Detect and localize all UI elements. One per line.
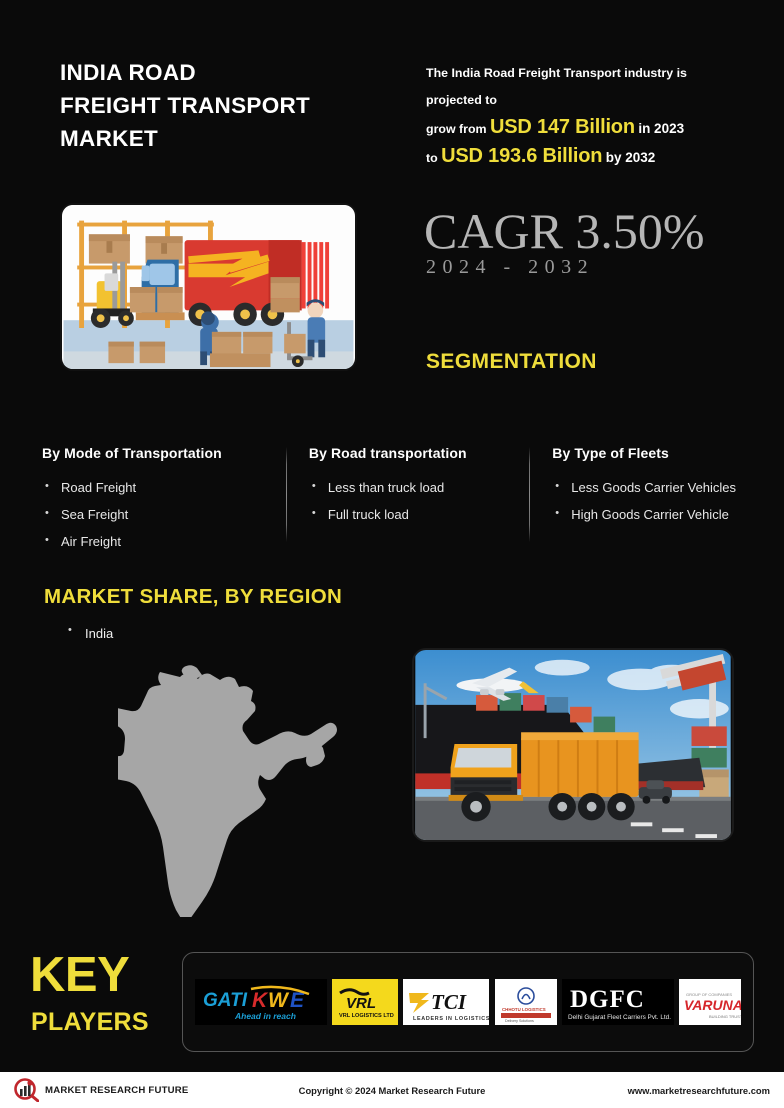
projection-to: to [426,151,438,165]
footer-url[interactable]: www.marketresearchfuture.com [627,1084,770,1096]
projection-lead: The India Road Freight Transport industr… [426,66,687,107]
logo-chhotu-logistics: CHHOTU LOGISTICS Delivery Solutions [494,978,557,1026]
segment-item: Air Freight [42,527,286,555]
logo-vrl-logistics: VRL VRL LOGISTICS LTD [332,978,399,1026]
segment-heading: By Type of Fleets [552,445,669,461]
logo-gati-kwe: GATI K W E Ahead in reach [195,978,327,1026]
svg-text:BUILDING TRUST: BUILDING TRUST [709,1014,741,1019]
segment-heading: By Mode of Transportation [42,445,222,461]
svg-text:VRL LOGISTICS LTD: VRL LOGISTICS LTD [339,1013,394,1019]
svg-text:Delivery Solutions: Delivery Solutions [505,1019,534,1023]
key-players-logo-panel: GATI K W E Ahead in reach VRL VRL LOGIST… [182,952,754,1052]
india-map-icon [118,655,358,917]
segment-item: Sea Freight [42,500,286,528]
svg-text:TCI: TCI [431,990,467,1014]
segment-item: High Goods Carrier Vehicle [552,500,754,528]
segment-item: Road Freight [42,473,286,501]
segment-item: Less Goods Carrier Vehicles [552,473,754,501]
svg-text:LEADERS IN LOGISTICS: LEADERS IN LOGISTICS [413,1016,489,1022]
segment-column-mode-of-transportation: By Mode of Transportation Road Freight S… [42,445,286,555]
svg-text:VARUNA: VARUNA [684,997,741,1013]
port-freight-photo [412,648,734,842]
svg-text:W: W [268,989,290,1012]
projection-in-2023: in 2023 [638,121,685,136]
key-players-line-2: PLAYERS [31,1008,149,1036]
segment-column-type-of-fleets: By Type of Fleets Less Goods Carrier Veh… [552,445,754,555]
footer-copyright: Copyright © 2024 Market Research Future [298,1084,486,1096]
page-title: INDIA ROAD FREIGHT TRANSPORT MARKET [60,56,400,155]
column-divider [529,447,531,542]
projection-by-2032: by 2032 [605,150,656,165]
footer-bar: MARKET RESEARCH FUTURE Copyright © 2024 … [0,1072,784,1108]
warehouse-loading-illustration [60,203,357,371]
svg-text:GROUP OF COMPANIES: GROUP OF COMPANIES [686,992,732,997]
title-line-1: INDIA ROAD [60,60,196,85]
footer-brand: MARKET RESEARCH FUTURE [13,1078,189,1102]
logo-tci: TCI LEADERS IN LOGISTICS [403,978,490,1026]
key-players-line-1: KEY [30,948,130,1002]
title-line-3: MARKET [60,126,159,151]
svg-text:GATI: GATI [203,990,248,1011]
market-share-heading: MARKET SHARE, BY REGION [44,585,343,608]
segment-item: Full truck load [309,500,529,528]
title-line-2: FREIGHT TRANSPORT [60,93,311,118]
logo-varuna: GROUP OF COMPANIES VARUNA BUILDING TRUST [678,978,741,1026]
segment-item: Less than truck load [309,473,529,501]
cagr-value: CAGR 3.50% [424,203,705,259]
market-share-region-item: India [66,624,113,641]
logo-dgfc: DGFC Delhi Gujarat Fleet Carriers Pvt. L… [561,978,674,1026]
svg-text:CHHOTU LOGISTICS: CHHOTU LOGISTICS [502,1007,546,1012]
projection-value-2023: USD 147 Billion [490,116,635,138]
projection-grow-from: grow from [426,122,487,136]
svg-text:Delhi Gujarat Fleet Carriers P: Delhi Gujarat Fleet Carriers Pvt. Ltd. [568,1014,671,1021]
column-divider [285,447,287,542]
segmentation-columns: By Mode of Transportation Road Freight S… [42,445,754,555]
projection-value-2032: USD 193.6 Billion [441,145,603,167]
segmentation-heading: SEGMENTATION [426,350,597,373]
svg-text:E: E [290,989,305,1012]
svg-text:DGFC: DGFC [570,986,645,1013]
segment-column-road-transportation: By Road transportation Less than truck l… [309,445,529,555]
footer-brand-text: MARKET RESEARCH FUTURE [45,1084,189,1096]
magnifier-chart-icon [14,1078,39,1102]
segment-heading: By Road transportation [308,445,467,461]
svg-text:VRL: VRL [346,995,376,1012]
svg-text:K: K [252,989,269,1012]
projection-statement: The India Road Freight Transport industr… [426,60,736,172]
cagr-period: 2024 - 2032 [426,256,595,278]
svg-text:Ahead in reach: Ahead in reach [234,1011,296,1021]
